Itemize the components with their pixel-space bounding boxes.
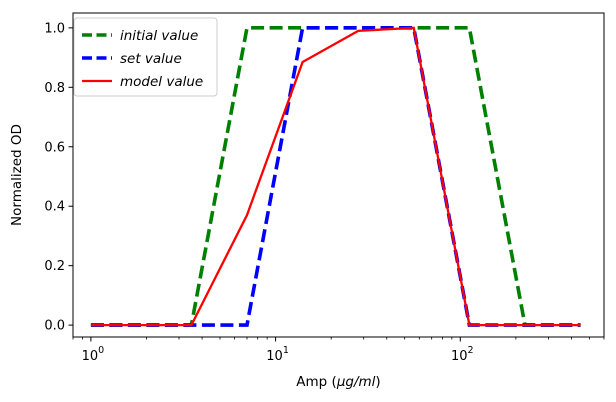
legend-label-2: set value (120, 51, 182, 67)
legend-box (73, 17, 218, 97)
y-tick-label: 1.0 (44, 21, 65, 36)
y-axis-label: Normalized OD (9, 124, 25, 226)
legend-label-1: initial value (120, 28, 198, 44)
x-tick-label: 101 (266, 345, 289, 364)
y-tick-label: 0.6 (44, 140, 65, 155)
x-axis-label: Amp (μg/ml) (296, 374, 380, 390)
x-axis-label-prefix: Amp ( (296, 374, 337, 390)
y-tick-label: 0.4 (44, 200, 65, 215)
x-tick-label: 102 (451, 345, 474, 364)
x-axis-label-unit: μg/ml (336, 374, 376, 390)
y-tick-label: 0.0 (44, 319, 65, 334)
y-tick-label: 0.2 (44, 259, 65, 274)
axes-frame (72, 12, 605, 338)
x-axis-label-suffix: ) (375, 374, 380, 390)
x-tick-label: 100 (82, 345, 105, 364)
axes: 0.0 0.2 0.4 0.6 0.8 1.0 100 101 102 (44, 12, 605, 364)
series-line-3 (90, 26, 581, 327)
legend: initial value set value model value (73, 17, 218, 97)
legend-label-3: model value (120, 74, 203, 90)
series-layer (90, 26, 581, 327)
y-tick-label: 0.8 (44, 81, 65, 96)
